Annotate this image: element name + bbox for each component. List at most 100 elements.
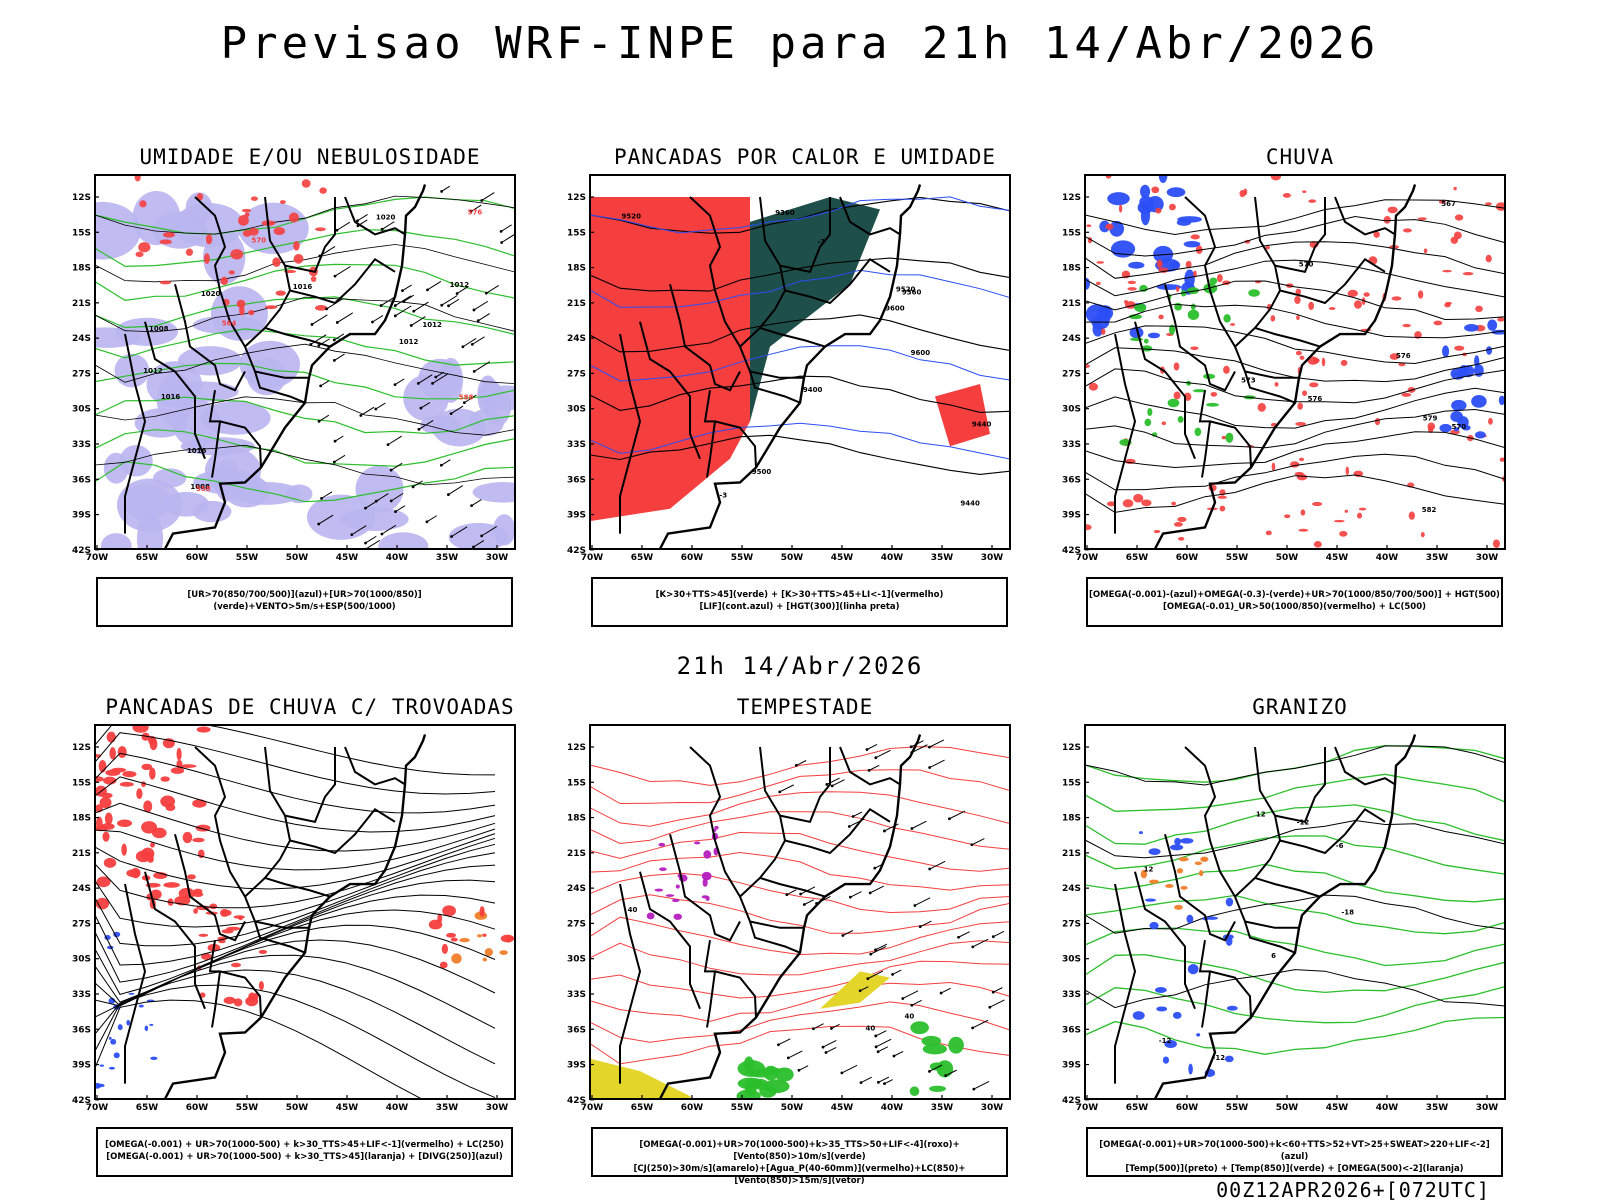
weather-blob [1498,395,1505,406]
map-chuva: 12S 15S 18S 21S 24S 27S 30S 33S 36S 39S 42S 70W 65W 6… [1062,174,1506,563]
wind-vector-head [470,342,474,346]
contour-line [1085,387,1505,429]
wind-vector [412,480,423,488]
weather-blob [1414,331,1422,339]
weather-blob [472,482,515,503]
x-tick-label: 65W [631,553,654,563]
wind-vector-head [901,997,905,1000]
weather-blob [1105,223,1114,230]
contour-line [590,811,1010,850]
weather-blob [1210,391,1218,397]
weather-blob [214,459,241,502]
state-border [639,871,701,1010]
weather-blob [1148,848,1161,855]
weather-blob [1495,202,1505,211]
wind-vector [456,286,469,294]
map-frame [589,724,1011,1100]
wind-vector-head [972,1087,976,1091]
weather-blob [108,1036,112,1040]
wind-vector [375,493,389,502]
weather-blob [192,315,262,335]
weather-blob [1180,838,1194,844]
weather-blob [1085,364,1091,369]
weather-blob [482,933,487,937]
state-border [194,746,246,898]
wind-vector-head [462,401,466,405]
contour-label: 1012 [143,367,163,375]
legend-line: [Temp(500)](preto) + [Temp(850)](verde) … [1125,1164,1464,1174]
weather-blob [1347,289,1358,297]
weather-blob [141,732,150,741]
weather-blob [1177,416,1184,423]
weather-blob [929,1085,946,1092]
wind-vector-head [310,323,314,326]
map-frame [1084,724,1506,1100]
weather-blob [1488,417,1493,425]
contour-label: 1012 [450,281,470,289]
x-tick-label: 50W [286,553,309,563]
weather-blob [1171,501,1177,506]
contour-line [590,196,1010,234]
wind-vector [804,899,815,905]
legend-line: [K>30+TTS>45](verde) + [K>30+TTS>45+LI<-… [655,590,944,600]
weather-blob [1450,410,1463,423]
wind-vector-head [472,545,475,549]
contour-line [95,263,515,302]
streamline [95,954,496,1029]
wind-vector-head [821,1045,825,1049]
wind-vector [993,987,1003,993]
coastline [95,734,427,1099]
weather-blob [1391,296,1402,301]
weather-blob [451,953,462,964]
wind-vector-head [371,320,374,324]
panel-granizo: GRANIZO 12S 15S 18S 21S 24S 27S 30S 33S 36S 39S 42… [1062,695,1515,1177]
weather-blob [1203,373,1216,379]
wind-vector [451,526,468,537]
weather-blob [1187,309,1200,320]
wind-vector-head [480,534,484,538]
weather-blob [230,249,244,260]
state-border [1114,333,1137,534]
panel-trovoadas: PANCADAS DE CHUVA C/ TROVOADAS 12S 15S 18S… [72,695,525,1177]
wind-vector-head [359,414,363,417]
legend-tempestade: [OMEGA(-0.001)+UR>70(1000-500)+k>35_TTS>… [591,1127,1008,1186]
weather-blob [1300,509,1306,516]
contour-line [590,257,1010,292]
weather-blob [253,992,259,1000]
weather-blob [1205,402,1220,407]
wind-vector-head [891,973,894,976]
y-tick-label: 30S [1062,955,1081,965]
legend-pancadas-calor: [K>30+TTS>45](verde) + [K>30+TTS>45+LI<-… [591,577,1008,627]
weather-blob [1485,254,1492,263]
wind-vector-head [455,292,459,295]
y-tick-label: 18S [72,264,91,274]
panel-title: UMIDADE E/OU NEBULOSIDADE [139,145,481,169]
weather-blob [1153,529,1161,534]
state-border [1279,257,1386,305]
weather-blob [1297,402,1303,410]
wind-vector [473,300,489,311]
state-border [1209,420,1252,468]
weather-blob [314,304,328,311]
weather-blob [1174,904,1183,910]
weather-blob [701,871,712,881]
weather-blob [1186,914,1194,924]
weather-blob [1294,295,1301,305]
weather-blob [1417,290,1424,299]
weather-blob [279,200,286,205]
jet-area [820,971,890,1009]
wind-vector-head [777,1043,780,1047]
weather-blob [1270,175,1282,181]
streamline [95,984,496,1099]
y-tick-label: 33S [72,990,91,1000]
state-border [759,326,826,348]
contour-label: 1020 [376,213,396,221]
wind-vector [911,999,922,1006]
y-tick-label: 42S [567,546,586,556]
weather-blob [150,842,155,848]
contour-label: 1012 [422,321,442,329]
contour-label: 9400 [803,386,823,394]
contour-label: 1020 [201,290,221,298]
contour-line [95,429,515,467]
wind-vector-head [393,304,397,307]
